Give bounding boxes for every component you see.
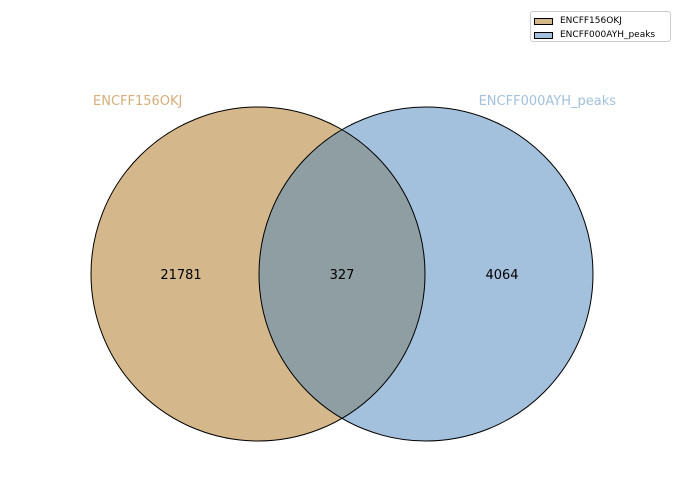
legend: ENCFF156OKJ ENCFF000AYH_peaks: [530, 11, 671, 42]
intersection-count: 327: [330, 268, 355, 283]
legend-entry: ENCFF156OKJ: [534, 15, 622, 27]
left-only-count: 21781: [160, 268, 201, 283]
legend-swatch-set-b: [534, 31, 553, 39]
set-b-outline: [258, 106, 594, 442]
right-only-count: 4064: [485, 268, 518, 283]
set-a-outline: [90, 106, 426, 442]
legend-label-set-a: ENCFF156OKJ: [560, 16, 622, 26]
intersection-region: [259, 107, 425, 441]
set-a-label: ENCFF156OKJ: [93, 94, 182, 109]
legend-swatch-set-a: [534, 17, 553, 25]
set-b-label: ENCFF000AYH_peaks: [479, 94, 617, 109]
legend-label-set-b: ENCFF000AYH_peaks: [560, 30, 656, 40]
legend-entry: ENCFF000AYH_peaks: [534, 29, 655, 41]
